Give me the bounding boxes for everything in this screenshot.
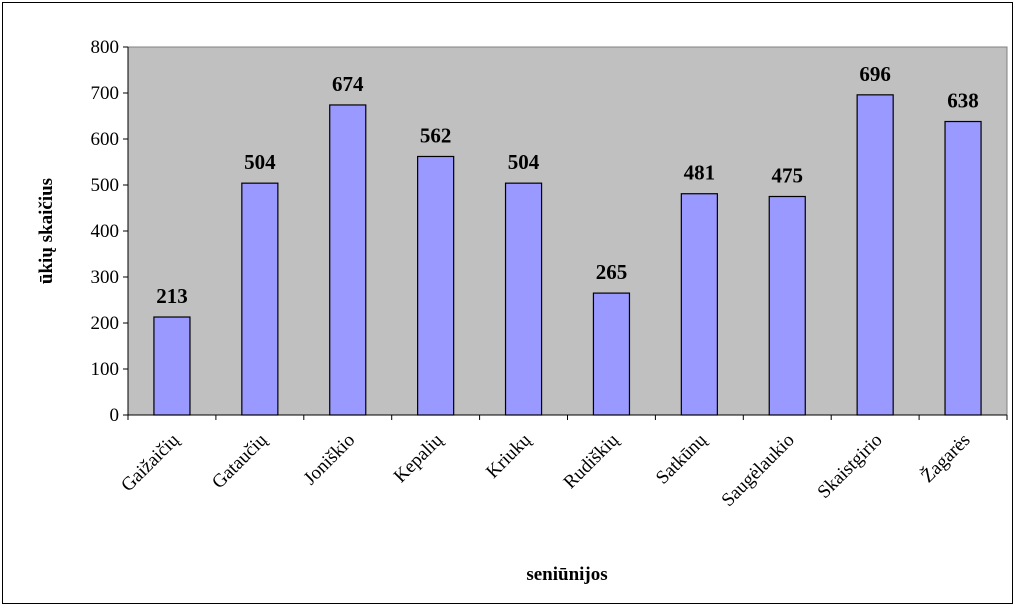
data-label: 481 [684,161,716,185]
bar [153,316,191,416]
x-tick-label: Saugėlaukio [718,430,799,511]
y-tick-label: 400 [91,221,120,242]
data-label: 265 [596,260,628,284]
bar [680,193,718,416]
y-axis-title: ūkių skaičius [36,178,57,284]
bar [417,155,455,416]
data-label: 562 [420,123,452,147]
y-tick-label: 600 [91,129,120,150]
bar [504,182,543,416]
bar [856,94,894,416]
bar [592,292,631,416]
y-tick-label: 200 [91,313,120,334]
data-label: 475 [772,164,804,188]
bar [241,182,279,416]
y-tick-label: 700 [91,83,120,104]
data-label: 638 [947,89,979,113]
x-tick-label: Gaižaičių [117,429,184,496]
x-tick-label: Satkūnų [652,429,711,488]
data-label: 674 [332,72,364,96]
x-tick-label: Kriukų [482,429,535,482]
data-label: 504 [508,150,540,174]
x-tick-label: Skaistgirio [814,430,887,503]
bar [944,120,982,416]
x-axis-title: seniūnijos [526,564,607,585]
data-labels: 213 504 674 562 504 265 481 475 696 638 [156,62,979,308]
x-tick-label: Kepalių [390,429,448,487]
y-tick-label: 100 [91,359,120,380]
y-tick-label: 800 [91,37,120,58]
x-axis: Gaižaičių Gataučių Joniškio Kepalių Kriukų Ru… [117,414,1008,511]
data-label: 696 [859,62,891,86]
y-axis: 0 100 200 300 400 500 600 700 800 [91,37,129,426]
y-tick-label: 300 [91,267,120,288]
y-tick-label: 500 [91,175,120,196]
data-label: 504 [244,150,276,174]
x-tick-label: Rudiškių [560,429,624,493]
x-tick-label: Žagarės [917,429,975,487]
x-tick-label: Gataučių [208,429,272,493]
bar [329,104,367,416]
bar [768,195,806,416]
y-tick-label: 0 [110,405,120,426]
x-tick-label: Joniškio [300,430,360,490]
data-label: 213 [156,284,188,308]
bars [153,94,982,416]
